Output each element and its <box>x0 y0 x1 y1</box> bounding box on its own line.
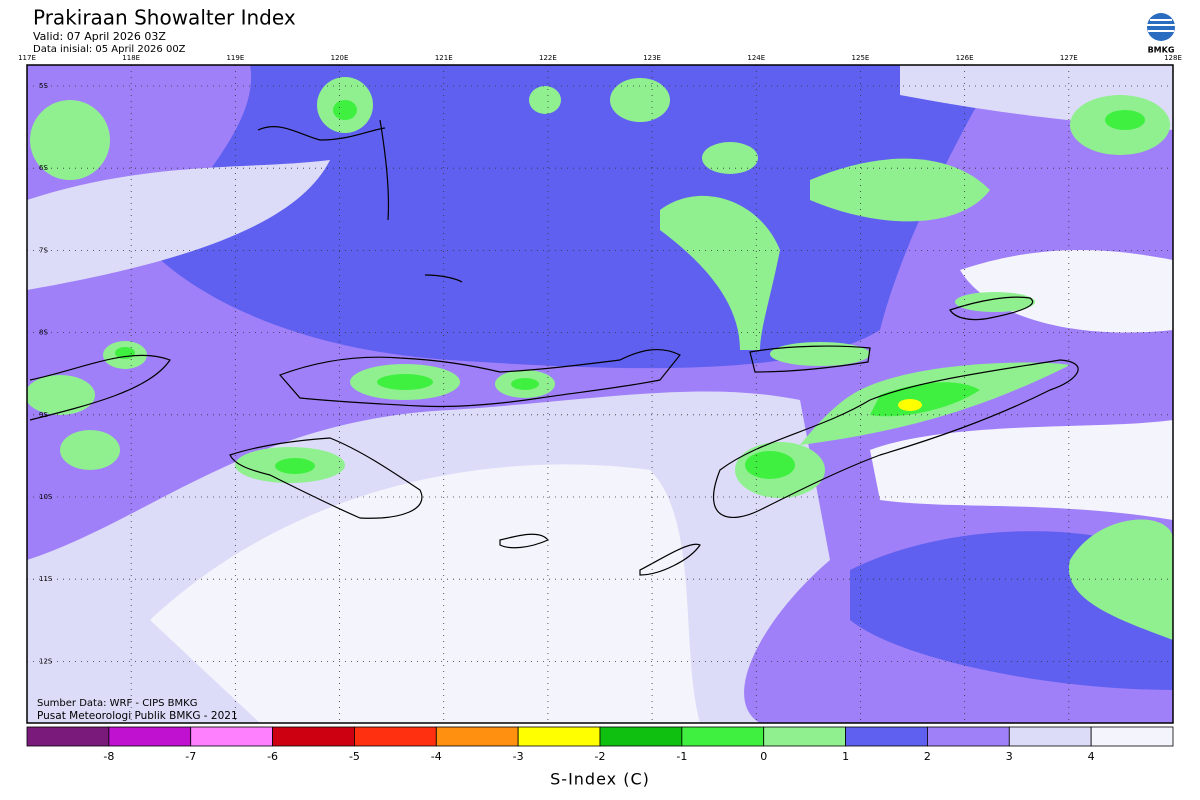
lon-label: 122E <box>539 54 557 62</box>
colorbar-swatch <box>190 726 273 747</box>
graticule: 117E 118E 119E 120E 121E 122E 123E 124E 125E 126E… <box>18 54 1182 723</box>
colorbar-tick-label: -1 <box>676 750 687 763</box>
lat-label: 8S <box>39 329 48 337</box>
initial-time: Data inisial: 05 April 2026 00Z <box>33 44 186 55</box>
colorbar-tick-label: 2 <box>924 750 931 763</box>
colorbar-tick-label: 3 <box>1006 750 1013 763</box>
credit-note: Pusat Meteorologi Publik BMKG - 2021 <box>37 710 238 722</box>
colorbar-tick-label: -4 <box>431 750 442 763</box>
island-outline <box>713 359 1079 518</box>
colorbar-title: S-Index (C) <box>550 770 650 789</box>
valid-time: Valid: 07 April 2026 03Z <box>33 30 166 43</box>
field-zone <box>60 430 120 470</box>
logo-text: BMKG <box>1148 46 1175 55</box>
field-zone <box>702 142 758 174</box>
field-zone <box>275 458 315 474</box>
colorbar-swatch <box>927 726 1010 747</box>
colorbar-swatch <box>108 726 192 747</box>
field-zone <box>660 195 780 350</box>
field-zone <box>150 65 1000 369</box>
field-zone <box>27 375 95 415</box>
island-outline <box>229 437 423 519</box>
logo-lines <box>1147 19 1175 32</box>
colorbar-swatch <box>354 726 437 747</box>
lat-label: 9S <box>39 411 48 419</box>
lat-label: 12S <box>39 657 53 665</box>
lon-label: 126E <box>956 54 974 62</box>
island-outline <box>949 296 1033 321</box>
colorbar: -8 -7 -6 -5 -4 -3 -2 -1 0 1 2 3 4 <box>26 726 1174 763</box>
colorbar-swatch <box>845 726 928 747</box>
island-outline <box>278 349 681 408</box>
lon-label: 127E <box>1060 54 1078 62</box>
colorbar-swatch <box>599 726 683 747</box>
colorbar-swatch <box>1090 726 1174 747</box>
lat-label: 6S <box>39 164 48 172</box>
colorbar-swatch <box>517 726 601 747</box>
colorbar-tick-label: -7 <box>185 750 196 763</box>
title: Prakiraan Showalter Index <box>33 6 296 30</box>
colorbar-swatch <box>26 726 110 747</box>
field-zone <box>810 158 990 222</box>
field-zone <box>770 342 870 366</box>
lat-label: 11S <box>39 575 53 583</box>
field-zone <box>898 399 922 411</box>
island-outline <box>257 119 701 576</box>
lon-label: 119E <box>226 54 244 62</box>
colorbar-tick-label: 1 <box>842 750 849 763</box>
map-frame <box>26 64 1174 724</box>
source-note: Sumber Data: WRF - CIPS BMKG <box>37 698 197 709</box>
island-outline <box>749 345 871 373</box>
logo-mark <box>1147 13 1175 41</box>
field-zone <box>1068 519 1173 640</box>
field-zone <box>27 160 330 290</box>
field-zone <box>150 464 700 723</box>
logo: BMKG <box>1147 13 1175 55</box>
field-zone <box>870 420 1173 520</box>
map-field <box>27 65 1173 723</box>
field-zone <box>333 100 357 120</box>
field-zone <box>511 378 539 390</box>
island-outline <box>29 354 171 421</box>
colorbar-swatch <box>681 726 765 747</box>
lat-label: 10S <box>39 493 53 501</box>
colorbar-tick-label: -2 <box>595 750 606 763</box>
lon-label: 118E <box>122 54 140 62</box>
colorbar-tick-label: -5 <box>349 750 360 763</box>
lon-label: 124E <box>747 54 765 62</box>
colorbar-tick-label: 0 <box>760 750 767 763</box>
colorbar-tick-label: -6 <box>267 750 278 763</box>
field-zone <box>30 100 110 180</box>
colorbar-swatch <box>1008 726 1092 747</box>
field-zone <box>377 374 433 390</box>
colorbar-swatch <box>272 726 355 747</box>
field-zone <box>960 250 1173 333</box>
lon-label: 123E <box>643 54 661 62</box>
colorbar-swatch <box>763 726 846 747</box>
lon-label: 117E <box>18 54 36 62</box>
field-zone <box>529 86 561 114</box>
field-zone <box>1105 110 1145 130</box>
lon-label: 121E <box>435 54 453 62</box>
field-zone <box>745 451 795 479</box>
field-zone <box>610 78 670 122</box>
colorbar-swatch <box>435 726 519 747</box>
lat-label: 5S <box>39 82 48 90</box>
colorbar-tick-label: 4 <box>1088 750 1095 763</box>
island-outline <box>424 274 463 283</box>
lon-label: 120E <box>331 54 349 62</box>
lon-label: 125E <box>852 54 870 62</box>
lat-label: 7S <box>39 246 48 254</box>
lon-label: 128E <box>1164 54 1182 62</box>
colorbar-tick-label: -8 <box>103 750 114 763</box>
colorbar-tick-label: -3 <box>513 750 524 763</box>
